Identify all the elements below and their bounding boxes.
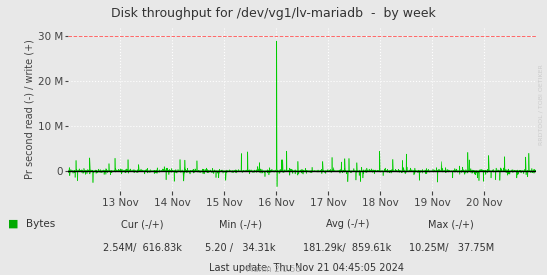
Text: Bytes: Bytes — [26, 219, 55, 229]
Y-axis label: Pr second read (-) / write (+): Pr second read (-) / write (+) — [25, 39, 35, 179]
Text: Disk throughput for /dev/vg1/lv-mariadb  -  by week: Disk throughput for /dev/vg1/lv-mariadb … — [111, 7, 436, 20]
Text: Min (-/+): Min (-/+) — [219, 219, 262, 229]
Text: 10.25M/   37.75M: 10.25M/ 37.75M — [409, 243, 494, 252]
Text: Max (-/+): Max (-/+) — [428, 219, 474, 229]
Text: Last update: Thu Nov 21 04:45:05 2024: Last update: Thu Nov 21 04:45:05 2024 — [209, 263, 404, 273]
Text: 181.29k/  859.61k: 181.29k/ 859.61k — [303, 243, 392, 252]
Text: Munin 2.0.56: Munin 2.0.56 — [246, 265, 301, 274]
Text: Avg (-/+): Avg (-/+) — [325, 219, 369, 229]
Text: 2.54M/  616.83k: 2.54M/ 616.83k — [103, 243, 182, 252]
Text: RRDTOOL / TOBI OETIKER: RRDTOOL / TOBI OETIKER — [538, 64, 543, 145]
Text: Cur (-/+): Cur (-/+) — [121, 219, 164, 229]
Text: ■: ■ — [8, 219, 19, 229]
Text: 5.20 /   34.31k: 5.20 / 34.31k — [206, 243, 276, 252]
